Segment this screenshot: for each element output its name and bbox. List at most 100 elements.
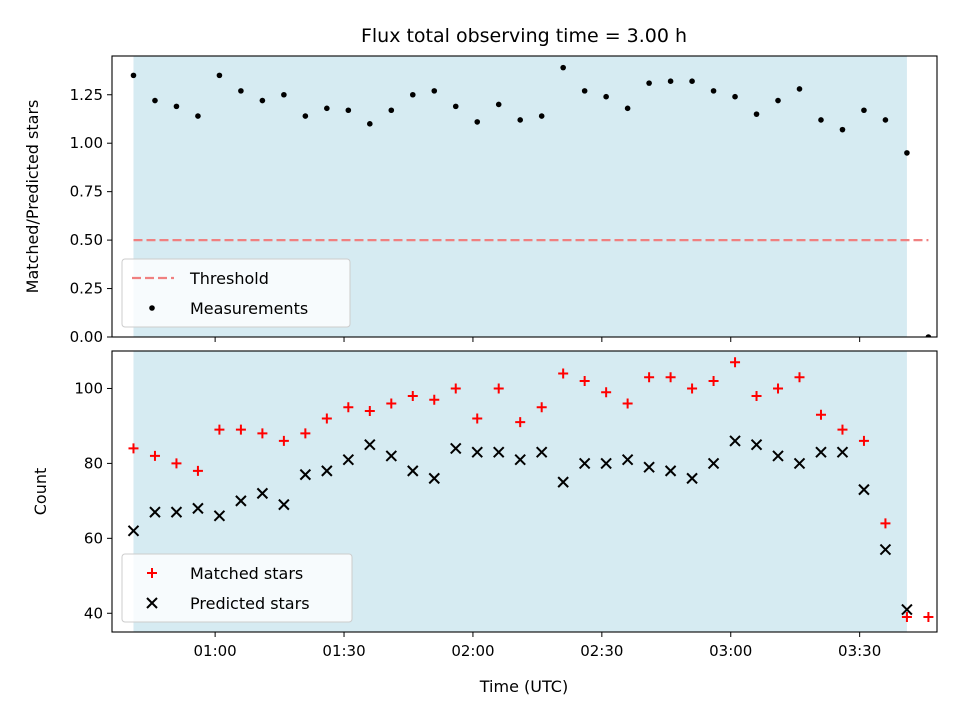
legend-box — [121, 553, 353, 623]
data-point — [621, 453, 634, 466]
data-point — [238, 88, 244, 94]
data-point — [409, 91, 416, 98]
data-point — [729, 435, 741, 447]
data-point — [624, 105, 631, 112]
count-panel: 40 60 80 100 01:00 01:30 02:00 02:30 03:00 03:30 C… — [31, 350, 938, 660]
data-point — [686, 472, 698, 485]
data-point — [925, 334, 932, 337]
data-point — [386, 398, 397, 409]
y-axis-label: Matched/Predicted stars — [23, 100, 42, 294]
data-point — [514, 453, 526, 466]
plot-area — [127, 357, 934, 623]
data-point — [343, 402, 354, 413]
data-point — [407, 465, 419, 477]
data-point — [667, 78, 674, 84]
data-point — [428, 472, 440, 485]
data-point — [495, 101, 502, 108]
y-tick-label: 0.50 — [70, 231, 103, 249]
data-point — [773, 383, 784, 394]
data-point — [861, 107, 867, 114]
data-point — [794, 372, 805, 383]
data-point — [858, 483, 870, 496]
data-point — [732, 93, 738, 100]
data-point — [152, 97, 158, 104]
data-point — [281, 91, 287, 98]
data-point — [388, 107, 395, 114]
data-point — [173, 103, 180, 110]
x-tick-label: 03:30 — [838, 642, 881, 660]
data-point — [216, 72, 223, 79]
data-point — [367, 121, 373, 127]
data-point — [171, 458, 182, 469]
data-point — [278, 435, 289, 446]
data-point — [858, 435, 869, 446]
x-tick-label: 03:00 — [709, 642, 752, 660]
y-tick-label: 40 — [84, 604, 103, 622]
data-point — [603, 93, 609, 100]
data-point — [772, 450, 784, 462]
data-point — [130, 72, 137, 79]
legend-label: Matched stars — [190, 564, 303, 583]
data-point — [192, 502, 204, 515]
data-point — [517, 117, 524, 123]
data-point — [536, 402, 547, 413]
data-point — [493, 446, 505, 458]
data-point — [815, 446, 827, 458]
data-point — [579, 375, 590, 386]
legend-box — [121, 258, 351, 328]
data-point — [601, 387, 612, 398]
x-tick-label: 01:30 — [322, 642, 365, 660]
y-tick-label: 100 — [74, 379, 103, 397]
data-point — [364, 438, 376, 451]
data-point — [170, 506, 183, 518]
data-point — [664, 465, 677, 477]
data-point — [751, 390, 762, 401]
data-point — [515, 417, 526, 428]
y-tick-label: 0.00 — [70, 328, 103, 346]
x-tick-label: 02:00 — [451, 642, 494, 660]
legend-label: Threshold — [189, 269, 269, 288]
data-point — [149, 450, 160, 461]
data-point — [839, 126, 846, 133]
data-point — [452, 103, 459, 110]
data-point — [901, 603, 913, 616]
data-point — [431, 88, 438, 94]
data-point — [750, 438, 763, 451]
legend: Matched stars Predicted stars — [121, 553, 353, 623]
data-point — [600, 457, 612, 470]
data-point — [257, 428, 268, 439]
data-point — [195, 113, 201, 119]
data-point — [149, 506, 161, 518]
data-point — [710, 88, 717, 94]
y-tick-label: 60 — [84, 529, 103, 547]
data-point — [665, 372, 676, 383]
data-point — [364, 405, 375, 416]
data-point — [796, 86, 803, 92]
y-tick-label: 1.00 — [70, 134, 103, 152]
x-tick-label: 01:00 — [194, 642, 237, 660]
series-measurements — [130, 64, 932, 337]
data-point — [214, 424, 225, 435]
data-point — [324, 105, 330, 112]
data-point — [259, 97, 266, 104]
data-point — [687, 383, 698, 394]
data-point — [836, 446, 849, 458]
data-point — [256, 487, 269, 500]
data-point — [837, 424, 848, 435]
data-point — [535, 446, 548, 458]
data-point — [882, 117, 889, 123]
y-axis-label: Count — [31, 468, 50, 516]
data-point — [278, 498, 290, 511]
data-point — [213, 510, 226, 522]
data-point — [707, 457, 720, 470]
data-point — [474, 119, 481, 125]
series-predicted-stars — [127, 435, 913, 616]
data-point — [644, 372, 655, 383]
data-point — [321, 413, 332, 424]
data-point — [646, 80, 652, 86]
legend-marker — [147, 568, 157, 578]
data-point — [923, 612, 934, 623]
data-point — [385, 450, 398, 462]
data-point — [192, 465, 203, 476]
